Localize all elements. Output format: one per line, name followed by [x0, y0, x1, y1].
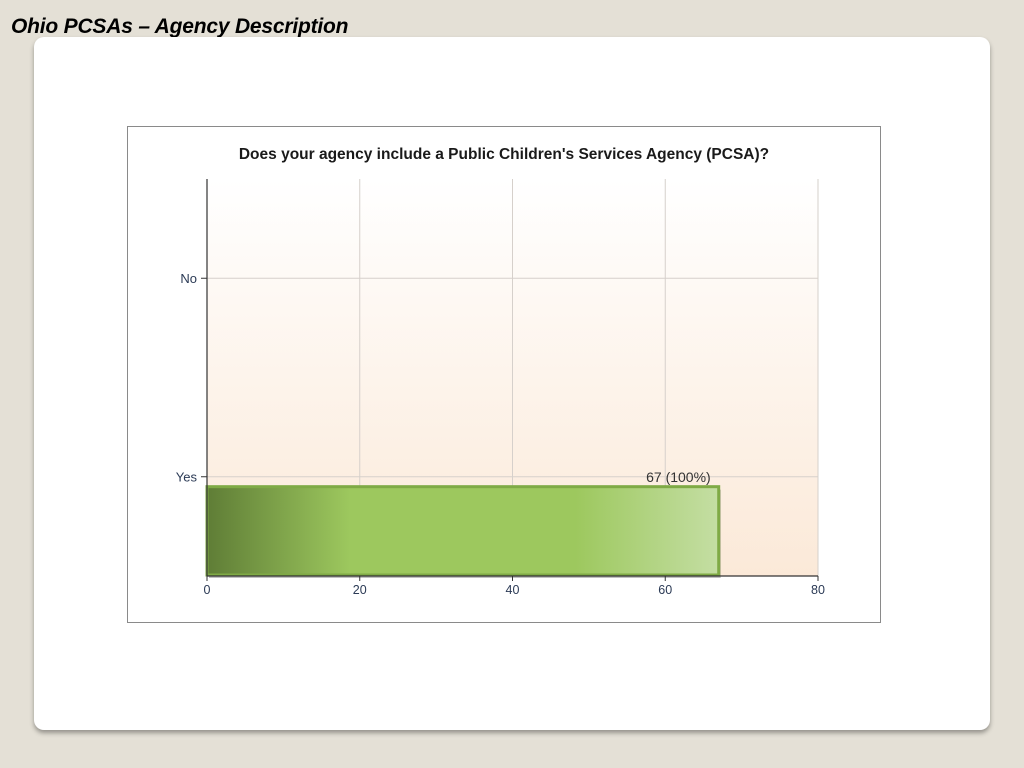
- tick-labels: 0 20 40 60 80 No Yes 67 (100%): [176, 271, 825, 597]
- x-tick-label: 20: [353, 583, 367, 597]
- x-tick-label: 40: [506, 583, 520, 597]
- chart-frame: Does your agency include a Public Childr…: [127, 126, 881, 623]
- axes: [201, 179, 819, 581]
- bar-yes: [205, 485, 721, 577]
- y-tick-label-no: No: [180, 271, 197, 286]
- data-label: 67 (100%): [646, 469, 711, 485]
- chart-title: Does your agency include a Public Childr…: [239, 146, 769, 163]
- x-tick-label: 60: [658, 583, 672, 597]
- y-tick-label-yes: Yes: [176, 469, 198, 484]
- bar-chart: Does your agency include a Public Childr…: [176, 146, 825, 597]
- x-tick-label: 80: [811, 583, 825, 597]
- x-tick-label: 0: [204, 583, 211, 597]
- bars: [205, 485, 721, 578]
- slide-title: Ohio PCSAs – Agency Description: [11, 15, 349, 38]
